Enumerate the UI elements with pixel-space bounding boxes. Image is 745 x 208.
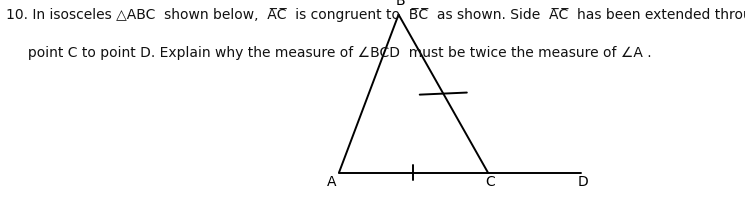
Text: C: C [485,175,495,189]
Text: B: B [396,0,405,8]
Text: 10. In isosceles △ABC  shown below,  A̅C̅  is congruent to  B̅C̅  as shown. Side: 10. In isosceles △ABC shown below, A̅C̅ … [6,8,745,22]
Text: point C to point D. Explain why the measure of ∠BCD  must be twice the measure o: point C to point D. Explain why the meas… [6,46,652,60]
Text: A: A [327,175,336,189]
Text: D: D [577,175,588,189]
